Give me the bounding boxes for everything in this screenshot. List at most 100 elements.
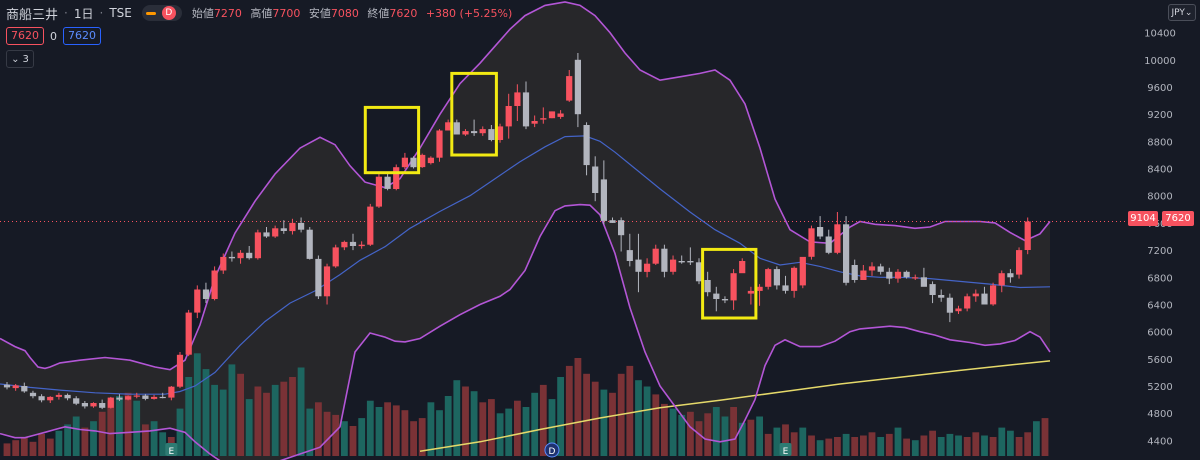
candle-body xyxy=(990,285,997,305)
volume-bar xyxy=(20,437,28,456)
close-value: 7620 xyxy=(389,7,418,20)
sell-price-button[interactable]: 7620 xyxy=(6,27,44,45)
volume-bar xyxy=(1024,432,1032,456)
candle-body xyxy=(825,236,832,253)
close-key: 終値 xyxy=(367,7,390,20)
volume-bar xyxy=(237,373,244,456)
candle-body xyxy=(81,403,88,407)
volume-bar xyxy=(219,389,227,456)
candle-body xyxy=(946,297,953,313)
candle-body xyxy=(55,394,62,397)
candle-body xyxy=(306,229,313,259)
candle-body xyxy=(704,280,711,293)
candle-body xyxy=(47,396,54,401)
volume-bar xyxy=(756,416,763,456)
earnings-marker-icon xyxy=(779,443,792,456)
volume-bar xyxy=(176,408,184,456)
candle-body xyxy=(687,261,694,263)
currency-selector[interactable]: JPY ⌄ xyxy=(1168,4,1196,21)
volume-bar xyxy=(90,421,97,456)
candle-body xyxy=(116,397,123,400)
candle-body xyxy=(272,228,279,237)
volume-bar xyxy=(202,369,210,456)
volume-bar xyxy=(747,419,755,456)
event-marker-label: E xyxy=(169,447,175,457)
candle-body xyxy=(644,263,651,272)
volume-bar xyxy=(643,386,651,456)
candle-body xyxy=(125,396,132,400)
market-status-badge[interactable]: D xyxy=(141,5,182,21)
open-value: 7270 xyxy=(213,7,242,20)
candle-body xyxy=(479,129,486,134)
candle-body xyxy=(635,259,642,272)
candle-body xyxy=(142,395,149,399)
volume-bar xyxy=(808,435,815,456)
volume-bar xyxy=(479,402,487,456)
candle-body xyxy=(176,354,184,387)
change-value: +380 (+5.25%) xyxy=(425,7,513,20)
volume-bar xyxy=(159,432,167,456)
indicators-toggle-button[interactable]: ⌄ 3 xyxy=(6,50,34,68)
candle-body xyxy=(280,228,287,231)
volume-bar xyxy=(470,391,478,456)
volume-bar xyxy=(81,427,89,456)
volume-bar xyxy=(539,384,547,456)
candle-body xyxy=(323,266,331,297)
separator-dot: · xyxy=(64,6,68,20)
candle-body xyxy=(133,395,140,397)
low-key: 安値 xyxy=(308,7,331,20)
candle-body xyxy=(522,92,530,127)
candle-body xyxy=(894,271,902,279)
volume-bar xyxy=(453,380,461,456)
candle-body xyxy=(981,293,988,305)
volume-bar xyxy=(903,438,910,456)
volume-bar xyxy=(574,358,582,456)
volume-bar xyxy=(635,380,642,456)
candle-body xyxy=(548,111,556,119)
candle-body xyxy=(488,129,495,140)
d-badge: D xyxy=(161,6,176,20)
candle-body xyxy=(298,222,305,230)
volume-bar xyxy=(29,441,37,456)
event-marker-label: D xyxy=(548,447,555,457)
indicators-count: 3 xyxy=(22,53,29,65)
volume-bar xyxy=(384,402,391,456)
symbol-name[interactable]: 商船三井 xyxy=(6,7,59,23)
volume-bar xyxy=(46,438,54,456)
volume-bar xyxy=(124,392,132,456)
candle-body xyxy=(202,289,210,299)
candle-body xyxy=(730,273,737,301)
candle-body xyxy=(29,392,37,397)
volume-bar xyxy=(851,437,859,456)
chevron-down-icon: ⌄ xyxy=(1184,7,1193,18)
buy-price-button[interactable]: 7620 xyxy=(63,27,101,45)
interval-label[interactable]: 1日 xyxy=(73,6,94,21)
volume-bar xyxy=(505,408,513,456)
y-axis-tick-label: 8000 xyxy=(1147,192,1172,203)
y-axis-tick-label: 4800 xyxy=(1147,409,1172,420)
chevron-down-icon: ⌄ xyxy=(11,53,20,65)
candle-body xyxy=(713,293,720,299)
volume-bar xyxy=(358,418,366,456)
sma-line xyxy=(419,360,1051,453)
candle-body xyxy=(808,228,815,257)
candle-body xyxy=(384,176,391,189)
bollinger-lower-line xyxy=(0,203,1051,460)
candle-body xyxy=(12,385,19,389)
ohlc-values: 始値7270 高値7700 安値7080 終値7620 +380 (+5.25%… xyxy=(192,5,517,21)
low-value: 7080 xyxy=(330,7,359,20)
candle-body xyxy=(393,167,400,189)
volume-bar xyxy=(712,407,720,456)
volume-bar xyxy=(678,414,686,456)
separator-dot: · xyxy=(99,6,104,20)
candle-body xyxy=(107,397,114,408)
volume-bar xyxy=(315,402,322,456)
volume-bar xyxy=(193,353,201,456)
candle-body xyxy=(618,220,625,236)
volume-bar xyxy=(341,421,348,456)
volume-bar xyxy=(885,433,893,456)
candle-body xyxy=(471,131,478,134)
candle-body xyxy=(1024,221,1031,250)
volume-bar xyxy=(323,411,331,456)
